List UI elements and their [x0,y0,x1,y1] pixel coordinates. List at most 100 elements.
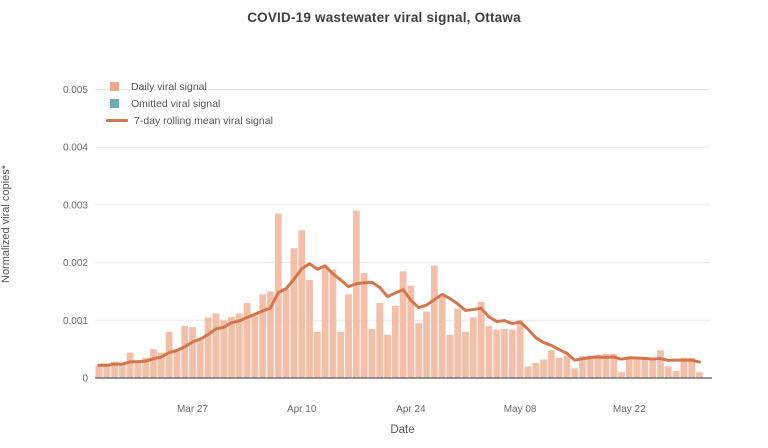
x-tick-label: Mar 27 [177,404,209,415]
y-tick-label: 0.004 [63,143,88,154]
daily-bar [134,360,142,378]
daily-bar [664,366,672,378]
daily-bar [345,294,352,378]
rolling-mean-swatch-icon [106,119,128,122]
daily-bar [657,350,664,378]
daily-bar [493,329,501,378]
rolling-mean-line [97,262,701,367]
daily-bar [157,352,165,378]
daily-bar [189,327,196,378]
daily-bar [282,288,290,378]
daily-bar [423,311,430,378]
daily-bar [680,357,688,379]
legend-label: 7-day rolling mean viral signal [134,114,273,127]
daily-bar [555,357,563,379]
daily-bar [228,316,235,378]
daily-bar [407,285,415,378]
daily-bar [329,269,337,378]
daily-bar [415,323,423,378]
daily-bar [633,358,641,378]
daily-bar [204,317,212,378]
daily-bar [212,313,220,378]
daily-bar [563,356,571,378]
daily-bar [267,291,274,378]
x-tick-label: Apr 24 [396,404,426,415]
daily-bar [306,279,313,378]
x-tick-label: Apr 10 [287,404,317,415]
daily-bar [446,334,454,378]
legend-item-daily[interactable]: Daily viral signal [110,78,273,95]
daily-bar [259,294,267,378]
daily-bar [540,359,547,378]
daily-bar [220,320,228,378]
legend: Daily viral signal Omitted viral signal … [106,78,273,129]
y-tick-label: 0.002 [63,258,88,269]
daily-bar [368,328,376,378]
daily-bar [649,358,657,378]
daily-bar [516,320,524,378]
daily-bar [641,358,649,378]
chart-title: COVID-19 wastewater viral signal, Ottawa [247,10,521,25]
daily-bar [438,297,446,378]
daily-bar [384,334,391,378]
daily-bar [360,272,368,378]
y-tick-label: 0.003 [63,200,88,211]
daily-bar [251,315,259,378]
daily-bar [298,230,306,378]
daily-bar [391,305,399,379]
daily-bar [602,353,610,378]
legend-item-rolling-mean[interactable]: 7-day rolling mean viral signal [106,112,273,129]
daily-bar [181,326,189,378]
daily-bar [469,317,477,378]
daily-bar [696,372,703,378]
omitted-signal-swatch-icon [110,99,119,108]
daily-bar [625,357,633,379]
daily-bar [118,364,126,378]
daily-bar [321,268,329,378]
daily-bar [126,352,134,378]
daily-bar [477,301,485,378]
daily-bar [173,349,181,378]
daily-bar [618,372,625,378]
daily-bar [524,366,532,378]
x-axis-title: Date [390,424,415,436]
x-tick-label: May 22 [613,404,646,415]
daily-bar [313,331,321,378]
daily-bar [532,363,540,378]
daily-bar [243,302,251,378]
daily-bar [337,331,345,378]
y-tick-label: 0.005 [63,85,88,96]
daily-bar [571,368,579,378]
daily-bar [235,313,243,378]
legend-label: Omitted viral signal [131,97,221,110]
daily-bar [376,302,384,378]
daily-bar [95,365,103,378]
daily-bar [290,248,298,378]
daily-bar [672,371,680,378]
daily-bar [352,210,360,378]
daily-bar [462,331,469,378]
legend-label: Daily viral signal [131,80,207,93]
daily-bar [508,329,516,378]
daily-bar [103,365,111,378]
daily-bar [688,357,696,379]
x-tick-label: May 08 [504,404,537,415]
daily-bar [501,328,508,378]
daily-bar [142,357,150,379]
daily-bar [196,337,204,378]
y-tick-label: 0 [82,374,88,385]
daily-bar [165,331,173,378]
daily-bar [485,326,493,378]
daily-bar [111,361,118,378]
daily-bar [454,308,462,378]
daily-bar [399,271,407,378]
legend-item-omitted[interactable]: Omitted viral signal [110,95,273,112]
daily-bar [547,350,555,378]
daily-bar [594,354,602,378]
daily-bar [430,265,438,379]
daily-bar [579,356,586,378]
daily-bar [150,349,157,378]
y-tick-label: 0.001 [63,316,88,327]
